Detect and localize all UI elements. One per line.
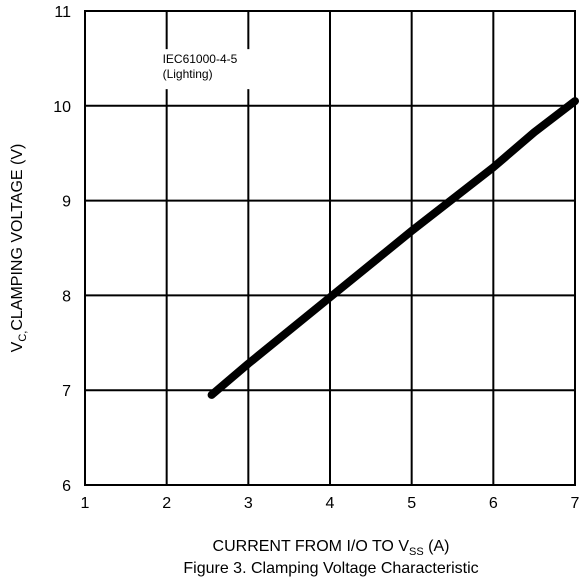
annotation-background <box>156 49 257 90</box>
plot-frame <box>84 10 576 486</box>
x-tick-label: 7 <box>571 495 579 512</box>
y-tick-label: 7 <box>62 383 71 400</box>
x-tick-label: 3 <box>244 495 253 512</box>
annotation-label: IEC61000-4-5 (Lighting) <box>163 52 238 81</box>
series-layer <box>207 97 579 399</box>
x-tick-label: 2 <box>162 495 171 512</box>
figure-caption: Figure 3. Clamping Voltage Characteristi… <box>183 560 478 577</box>
x-tick-label: 1 <box>81 495 90 512</box>
y-tick-label: 6 <box>62 478 71 495</box>
annotation-layer: IEC61000-4-5 (Lighting) <box>156 49 257 90</box>
annotation-line: (Lighting) <box>163 67 213 81</box>
tick-label-layer: 1 2 3 4 5 6 7 6 7 8 9 10 11 <box>53 4 579 512</box>
y-axis-title: VC,CLAMPING VOLTAGE (V) <box>9 144 29 353</box>
y-tick-label: 8 <box>62 288 71 305</box>
x-tick-label: 4 <box>326 495 335 512</box>
y-tick-label: 11 <box>54 4 71 21</box>
x-axis-title: CURRENT FROM I/O TO VSS (A) <box>213 538 450 558</box>
y-tick-label: 9 <box>62 194 71 211</box>
series-line <box>207 97 579 399</box>
grid-layer <box>85 11 575 485</box>
annotation-line: IEC61000-4-5 <box>163 52 238 66</box>
y-tick-label: 10 <box>53 99 71 116</box>
x-tick-label: 5 <box>407 495 416 512</box>
x-tick-label: 6 <box>489 495 498 512</box>
